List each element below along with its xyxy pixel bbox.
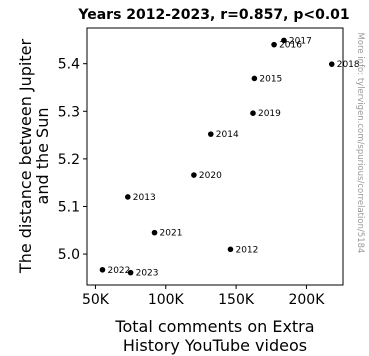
data-point-2018	[328, 61, 335, 67]
plot-frame	[86, 27, 344, 286]
data-point-2015	[251, 75, 258, 82]
data-point-2021	[151, 229, 158, 236]
data-point-2013	[124, 194, 131, 200]
x-axis-title-line-1: Total comments on Extra	[114, 317, 314, 336]
y-axis-title-line-2: and the Sun	[33, 108, 52, 205]
x-axis-title-line-2: History YouTube videos	[123, 336, 307, 355]
y-tick-label: 5.4	[58, 57, 80, 73]
point-label-2018: 2018	[337, 60, 360, 70]
point-label-2012: 2012	[235, 245, 258, 255]
y-tick-label: 5.1	[58, 199, 80, 215]
point-label-2017: 2017	[289, 36, 312, 46]
x-tick-label: 100K	[148, 292, 185, 308]
y-tick-label: 5.2	[58, 152, 80, 168]
data-point-2017	[281, 37, 287, 44]
point-label-2021: 2021	[160, 229, 183, 239]
x-tick-label: 50K	[82, 292, 110, 308]
point-label-2023: 2023	[136, 269, 159, 279]
point-label-2020: 2020	[199, 171, 222, 181]
data-point-2023	[127, 269, 134, 276]
point-label-2022: 2022	[107, 266, 130, 276]
point-label-2015: 2015	[259, 74, 282, 84]
x-tick-label: 200K	[288, 292, 325, 308]
source-note: More info: tylervigen.com/spurious/corre…	[355, 33, 365, 254]
data-point-2012	[227, 246, 234, 253]
y-axis-title-line-1: The distance between Jupiter	[16, 39, 35, 275]
x-axis: 50K 100K 150K 200K	[82, 285, 325, 308]
y-tick-label: 5.0	[58, 247, 80, 263]
y-tick-label: 5.3	[58, 104, 80, 120]
point-label-2013: 2013	[133, 193, 156, 203]
x-tick-label: 150K	[218, 292, 255, 308]
point-label-2019: 2019	[258, 109, 281, 119]
data-point-2016	[271, 41, 277, 48]
chart-title: Years 2012-2023, r=0.857, p<0.01	[77, 7, 349, 23]
data-point-2020	[191, 172, 197, 178]
data-point-2019	[250, 110, 256, 116]
y-axis: 5.0 5.1 5.2 5.3 5.4	[58, 57, 87, 263]
data-point-2022	[99, 266, 106, 273]
point-label-2016: 2016	[279, 41, 302, 51]
point-label-2014: 2014	[216, 130, 239, 140]
data-point-2014	[207, 131, 214, 137]
